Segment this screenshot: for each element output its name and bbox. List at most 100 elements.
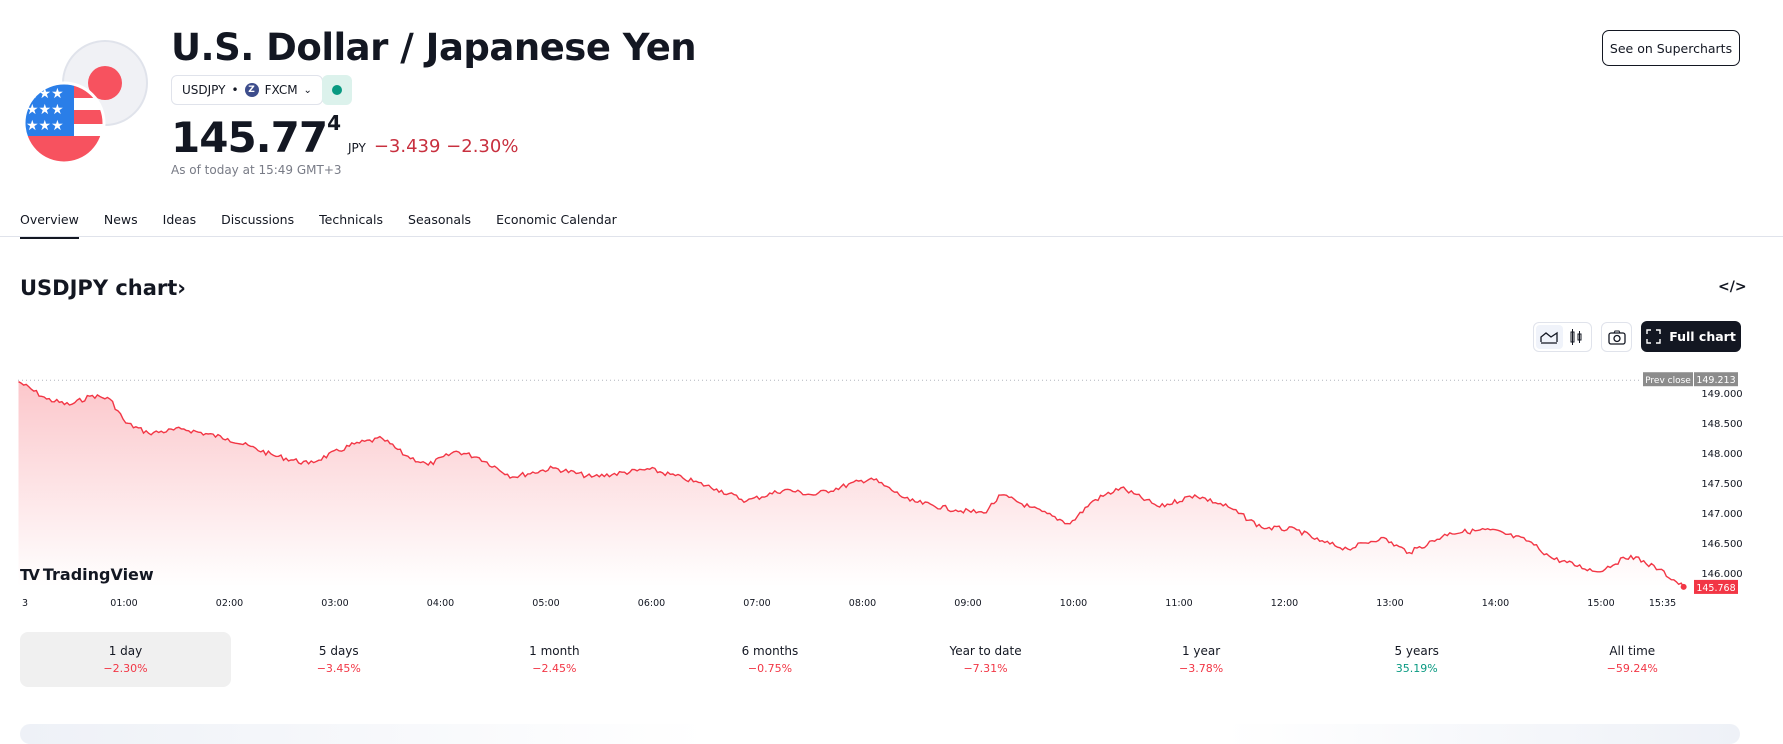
prev-close-value-tag — [1694, 372, 1738, 387]
period-label: 6 months — [741, 644, 799, 658]
market-status-badge[interactable] — [322, 75, 352, 105]
period-label: Year to date — [949, 644, 1022, 658]
period-change: −0.75% — [747, 662, 793, 675]
x-tick-label: 02:00 — [216, 598, 243, 609]
period-change: −2.30% — [103, 662, 148, 675]
currency-label: JPY — [348, 141, 366, 155]
period-year-to-date[interactable]: Year to date −7.31% — [878, 632, 1094, 687]
last-price-value: 145.768 — [1696, 583, 1735, 594]
currency-flags-logo: ★★★★★★★★★ — [22, 40, 148, 165]
as-of-timestamp: As of today at 15:49 GMT+3 — [171, 163, 342, 177]
x-tick-label: 09:00 — [954, 598, 981, 609]
tab-technicals[interactable]: Technicals — [319, 212, 384, 227]
x-tick-label: 13:00 — [1376, 598, 1403, 609]
price-row: 145.774 JPY −3.439 −2.30% — [171, 112, 518, 161]
chart-style-toggle — [1533, 322, 1592, 352]
period-change: −59.24% — [1606, 662, 1658, 675]
x-tick-label: 15:35 — [1649, 598, 1676, 609]
performance-periods: 1 day −2.30% 5 days −3.45% 1 month −2.45% 6 mo… — [20, 632, 1740, 687]
section-tabs: Overview News Ideas Discussions Technicals Se… — [20, 212, 617, 239]
last-price-tag — [1694, 579, 1738, 594]
price-change: −3.439 −2.30% — [373, 136, 519, 157]
y-tick-label: 148.000 — [1701, 449, 1742, 460]
period-5-years[interactable]: 5 years 35.19% — [1309, 632, 1525, 687]
y-tick-label: 149.000 — [1701, 389, 1742, 400]
price-area-fill — [18, 381, 1684, 587]
period-1-day[interactable]: 1 day −2.30% — [20, 632, 231, 687]
period-5-days[interactable]: 5 days −3.45% — [231, 632, 447, 687]
x-tick-label: 14:00 — [1482, 598, 1509, 609]
symbol-exchange-selector[interactable]: USDJPY • Z FXCM ⌄ — [171, 75, 323, 105]
period-1-year[interactable]: 1 year −3.78% — [1093, 632, 1309, 687]
see-on-supercharts-button[interactable]: See on Supercharts — [1602, 30, 1740, 66]
current-price: 145.774 — [171, 111, 341, 162]
exchange-label: FXCM — [264, 83, 298, 97]
tab-discussions[interactable]: Discussions — [221, 212, 295, 227]
svg-text:★★★: ★★★ — [26, 118, 64, 134]
prev-close-value: 149.213 — [1696, 375, 1735, 386]
x-tick-label: 01:00 — [110, 598, 137, 609]
last-price-dot — [1680, 583, 1687, 590]
tab-news[interactable]: News — [103, 212, 138, 227]
divider — [0, 236, 1783, 237]
chevron-down-icon: ⌄ — [303, 84, 312, 96]
y-tick-label: 147.500 — [1701, 479, 1742, 490]
camera-icon — [1607, 330, 1626, 345]
x-tick-label: 03:00 — [321, 598, 348, 609]
price-line — [18, 380, 1685, 588]
x-tick-label: 12:00 — [1271, 598, 1298, 609]
period-change: −3.78% — [1179, 662, 1224, 675]
x-tick-label: 11:00 — [1165, 598, 1192, 609]
symbol-label: USDJPY — [182, 83, 226, 97]
candles-button[interactable] — [1563, 325, 1590, 349]
full-chart-button[interactable]: Full chart — [1641, 321, 1741, 352]
period-label: 5 days — [318, 644, 359, 658]
x-tick-label: 06:00 — [638, 598, 665, 609]
x-tick-label: 08:00 — [849, 598, 876, 609]
period-label: 1 month — [529, 644, 580, 658]
period-label: All time — [1609, 644, 1656, 658]
price-chart[interactable]: 149.000 148.500 148.000 147.500 147.000 146.5… — [0, 370, 1783, 615]
market-open-dot-icon — [332, 85, 342, 95]
period-all-time[interactable]: All time −59.24% — [1524, 632, 1740, 687]
x-tick-label: 05:00 — [532, 598, 559, 609]
period-change: −3.45% — [316, 662, 361, 675]
snapshot-button[interactable] — [1601, 322, 1632, 352]
y-tick-label: 147.000 — [1701, 509, 1742, 520]
page-title: U.S. Dollar / Japanese Yen — [171, 26, 697, 69]
chart-title-link[interactable]: USDJPY chart› — [20, 276, 186, 300]
fxcm-logo-icon: Z — [244, 83, 259, 97]
x-tick-label: 07:00 — [743, 598, 770, 609]
x-tick-label: 10:00 — [1060, 598, 1087, 609]
chevron-right-icon: › — [177, 276, 186, 300]
period-label: 1 year — [1181, 644, 1221, 658]
svg-text:★★★: ★★★ — [26, 102, 64, 118]
tab-economic-calendar[interactable]: Economic Calendar — [496, 212, 617, 227]
area-chart-icon — [1540, 331, 1558, 344]
next-section-card — [20, 724, 1740, 744]
period-change: −7.31% — [963, 662, 1008, 675]
tradingview-watermark[interactable]: 𝗧𝗩 TradingView — [20, 565, 154, 584]
prev-close-tag — [1643, 372, 1693, 387]
prev-close-label: Prev close — [1645, 376, 1691, 386]
tradingview-logo-icon: 𝗧𝗩 — [20, 565, 40, 584]
x-tick-label: 3 — [22, 598, 28, 609]
area-chart-button[interactable] — [1536, 325, 1563, 349]
embed-code-icon[interactable]: </> — [1718, 279, 1747, 295]
period-1-month[interactable]: 1 month −2.45% — [447, 632, 663, 687]
candles-icon — [1570, 329, 1582, 345]
x-tick-label: 04:00 — [427, 598, 454, 609]
period-label: 1 day — [108, 644, 143, 658]
tab-ideas[interactable]: Ideas — [162, 212, 197, 227]
period-change: −2.45% — [532, 662, 577, 675]
x-tick-label: 15:00 — [1587, 598, 1614, 609]
y-tick-label: 146.000 — [1701, 569, 1742, 580]
period-change: 35.19% — [1395, 662, 1438, 675]
y-tick-label: 146.500 — [1701, 539, 1742, 550]
period-6-months[interactable]: 6 months −0.75% — [662, 632, 878, 687]
period-label: 5 years — [1394, 644, 1439, 658]
tab-overview[interactable]: Overview — [20, 212, 79, 239]
y-tick-label: 148.500 — [1701, 419, 1742, 430]
tab-seasonals[interactable]: Seasonals — [408, 212, 472, 227]
fullscreen-icon — [1646, 329, 1661, 344]
